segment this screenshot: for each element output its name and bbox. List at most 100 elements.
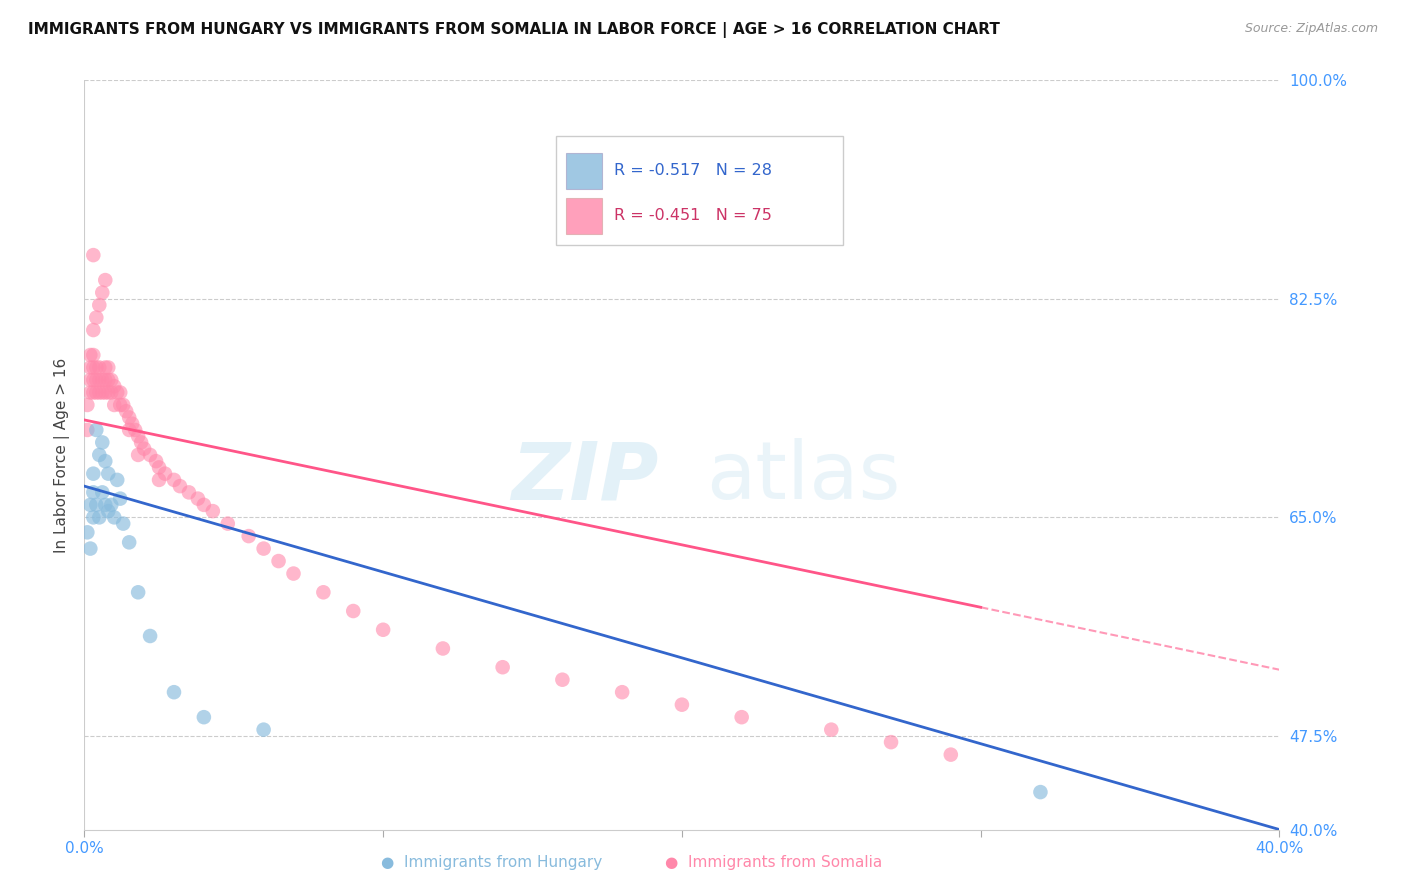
Point [86,360,108,375]
Point [82,348,104,362]
Point [217,516,239,531]
Point [201,504,224,518]
Point [492,660,515,674]
Point [110,385,132,400]
Point [91,485,114,500]
Point [432,641,454,656]
Point [105,385,128,400]
Point [612,685,634,699]
Point [193,710,215,724]
Point [97,385,120,400]
Point [79,498,101,512]
Point [342,604,364,618]
Point [129,435,152,450]
Point [76,423,98,437]
Point [82,373,104,387]
Point [1029,785,1052,799]
Point [79,373,101,387]
Point [103,398,125,412]
Point [76,525,98,540]
Point [97,467,120,481]
Text: ●  Immigrants from Somalia: ● Immigrants from Somalia [665,855,882,870]
Point [82,467,104,481]
Point [89,448,111,462]
Point [103,510,125,524]
Point [551,673,574,687]
Y-axis label: In Labor Force | Age > 16: In Labor Force | Age > 16 [55,358,70,552]
Point [97,360,120,375]
Text: R = -0.517   N = 28: R = -0.517 N = 28 [614,163,772,178]
Point [82,385,104,400]
Point [169,479,191,493]
Point [79,385,101,400]
Point [91,435,114,450]
Point [110,398,132,412]
Point [86,423,108,437]
Point [100,373,122,387]
Point [100,385,122,400]
Point [193,498,215,512]
Point [91,285,114,300]
Point [86,385,108,400]
Point [112,398,135,412]
Point [105,473,128,487]
Point [139,629,162,643]
Point [127,585,149,599]
Point [79,348,101,362]
Point [79,360,101,375]
Point [139,448,162,462]
Point [127,429,149,443]
Point [187,491,209,506]
Text: Source: ZipAtlas.com: Source: ZipAtlas.com [1244,22,1378,36]
Point [820,723,842,737]
Point [283,566,305,581]
FancyBboxPatch shape [567,198,602,234]
Point [97,373,120,387]
Text: ZIP: ZIP [510,438,658,516]
Point [118,423,141,437]
Point [671,698,693,712]
Point [112,516,135,531]
Point [91,373,114,387]
Point [267,554,290,568]
Point [82,485,104,500]
Point [89,298,111,312]
Point [82,323,104,337]
Point [91,385,114,400]
Point [880,735,903,749]
Point [94,373,117,387]
Point [82,248,104,262]
Point [163,685,186,699]
Point [163,473,186,487]
Point [89,360,111,375]
Text: IMMIGRANTS FROM HUNGARY VS IMMIGRANTS FROM SOMALIA IN LABOR FORCE | AGE > 16 COR: IMMIGRANTS FROM HUNGARY VS IMMIGRANTS FR… [28,22,1000,38]
Point [115,404,138,418]
Point [97,504,120,518]
Point [731,710,754,724]
Point [118,410,141,425]
Point [110,491,132,506]
Point [94,360,117,375]
Point [121,417,143,431]
Point [148,460,170,475]
Point [145,454,167,468]
Point [100,498,122,512]
Point [86,498,108,512]
Point [94,385,117,400]
Point [82,510,104,524]
Point [94,498,117,512]
Point [148,473,170,487]
Point [89,385,111,400]
FancyBboxPatch shape [567,153,602,189]
Point [86,310,108,325]
Text: atlas: atlas [706,438,900,516]
Point [253,541,276,556]
Point [312,585,335,599]
Point [132,442,156,456]
Point [124,423,146,437]
Point [94,273,117,287]
Point [373,623,395,637]
Point [238,529,260,543]
Text: R = -0.451   N = 75: R = -0.451 N = 75 [614,209,772,223]
Point [82,360,104,375]
